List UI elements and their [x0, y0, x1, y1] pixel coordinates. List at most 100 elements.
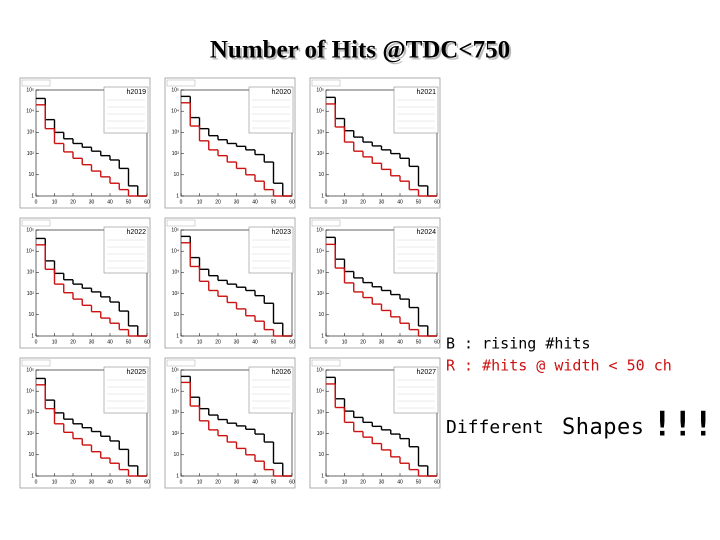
y-tick-label: 1 — [176, 473, 179, 479]
x-tick-label: 30 — [89, 199, 95, 205]
x-tick-label: 20 — [360, 199, 366, 205]
x-tick-label: 0 — [325, 339, 328, 345]
panel-tag — [21, 359, 51, 367]
note-exclaim: !!! — [652, 405, 713, 445]
x-tick-label: 60 — [144, 479, 150, 485]
y-tick-label: 10⁵ — [26, 227, 34, 233]
y-tick-label: 10 — [28, 312, 34, 318]
x-tick-label: 40 — [107, 199, 113, 205]
y-tick-label: 10⁴ — [171, 249, 179, 255]
y-tick-label: 10⁵ — [171, 367, 179, 373]
x-tick-label: 30 — [234, 479, 240, 485]
panel-tag — [311, 359, 341, 367]
x-tick-label: 60 — [289, 199, 295, 205]
x-tick-label: 0 — [325, 479, 328, 485]
y-tick-label: 1 — [31, 193, 34, 199]
x-tick-label: 40 — [252, 199, 258, 205]
x-tick-label: 30 — [89, 479, 95, 485]
stats-box — [393, 226, 439, 274]
x-tick-label: 50 — [271, 199, 277, 205]
x-tick-label: 40 — [252, 339, 258, 345]
x-tick-label: 20 — [215, 199, 221, 205]
y-tick-label: 10⁵ — [171, 227, 179, 233]
y-tick-label: 10⁴ — [316, 389, 324, 395]
y-tick-label: 10³ — [27, 410, 35, 416]
y-tick-label: 10³ — [27, 130, 35, 136]
y-tick-label: 10⁵ — [316, 87, 324, 93]
x-tick-label: 20 — [70, 479, 76, 485]
title: Number of Hits @TDC<750 — [210, 37, 510, 64]
x-tick-label: 50 — [416, 339, 422, 345]
y-tick-label: 10² — [172, 151, 180, 157]
y-tick-label: 10³ — [172, 410, 180, 416]
x-tick-label: 0 — [35, 339, 38, 345]
x-tick-label: 10 — [52, 339, 58, 345]
stats-box — [103, 86, 149, 134]
x-tick-label: 40 — [107, 339, 113, 345]
x-tick-label: 10 — [197, 479, 203, 485]
stats-box — [248, 366, 294, 414]
stats-box — [248, 86, 294, 134]
legend-black: B : rising #hits — [446, 335, 591, 353]
y-tick-label: 10³ — [27, 270, 35, 276]
x-tick-label: 30 — [379, 479, 385, 485]
x-tick-label: 60 — [434, 339, 440, 345]
x-tick-label: 20 — [360, 479, 366, 485]
x-tick-label: 10 — [197, 199, 203, 205]
y-tick-label: 1 — [176, 193, 179, 199]
x-tick-label: 50 — [271, 479, 277, 485]
y-tick-label: 10 — [318, 172, 324, 178]
legend-red: R : #hits @ width < 50 ch — [446, 357, 672, 375]
x-tick-label: 10 — [342, 339, 348, 345]
x-tick-label: 20 — [215, 479, 221, 485]
x-tick-label: 20 — [70, 339, 76, 345]
panel-tag — [166, 219, 196, 227]
y-tick-label: 10³ — [317, 130, 325, 136]
y-tick-label: 1 — [321, 193, 324, 199]
y-tick-label: 10⁵ — [316, 367, 324, 373]
histogram-name: h2027 — [417, 369, 437, 376]
y-tick-label: 10⁵ — [26, 367, 34, 373]
x-tick-label: 60 — [434, 199, 440, 205]
note-shapes: Shapes — [562, 415, 644, 440]
x-tick-label: 30 — [89, 339, 95, 345]
x-tick-label: 30 — [234, 339, 240, 345]
panel-tag — [21, 79, 51, 87]
x-tick-label: 50 — [126, 199, 132, 205]
y-tick-label: 1 — [321, 333, 324, 339]
x-tick-label: 0 — [35, 199, 38, 205]
stats-box — [103, 226, 149, 274]
x-tick-label: 0 — [180, 479, 183, 485]
histogram-name: h2020 — [272, 89, 292, 96]
title-shadow: Number of Hits @TDC<750 — [212, 39, 512, 66]
y-tick-label: 10⁴ — [171, 389, 179, 395]
histogram-name: h2025 — [127, 369, 147, 376]
x-tick-label: 20 — [360, 339, 366, 345]
y-tick-label: 10 — [28, 452, 34, 458]
y-tick-label: 1 — [31, 333, 34, 339]
histogram-name: h2021 — [417, 89, 437, 96]
panel-tag — [311, 219, 341, 227]
panel-tag — [166, 79, 196, 87]
y-tick-label: 10³ — [317, 410, 325, 416]
y-tick-label: 10⁴ — [316, 109, 324, 115]
y-tick-label: 10² — [317, 151, 325, 157]
x-tick-label: 40 — [107, 479, 113, 485]
y-tick-label: 10² — [317, 431, 325, 437]
y-tick-label: 10⁴ — [26, 249, 34, 255]
histogram-name: h2019 — [127, 89, 147, 96]
x-tick-label: 10 — [342, 199, 348, 205]
y-tick-label: 1 — [321, 473, 324, 479]
y-tick-label: 1 — [176, 333, 179, 339]
histogram-name: h2026 — [272, 369, 292, 376]
x-tick-label: 50 — [416, 479, 422, 485]
x-tick-label: 50 — [126, 479, 132, 485]
x-tick-label: 0 — [35, 479, 38, 485]
x-tick-label: 60 — [144, 199, 150, 205]
note-different: Different — [446, 417, 544, 438]
y-tick-label: 10² — [27, 291, 35, 297]
y-tick-label: 10⁵ — [316, 227, 324, 233]
x-tick-label: 40 — [252, 479, 258, 485]
histogram-name: h2022 — [127, 229, 147, 236]
